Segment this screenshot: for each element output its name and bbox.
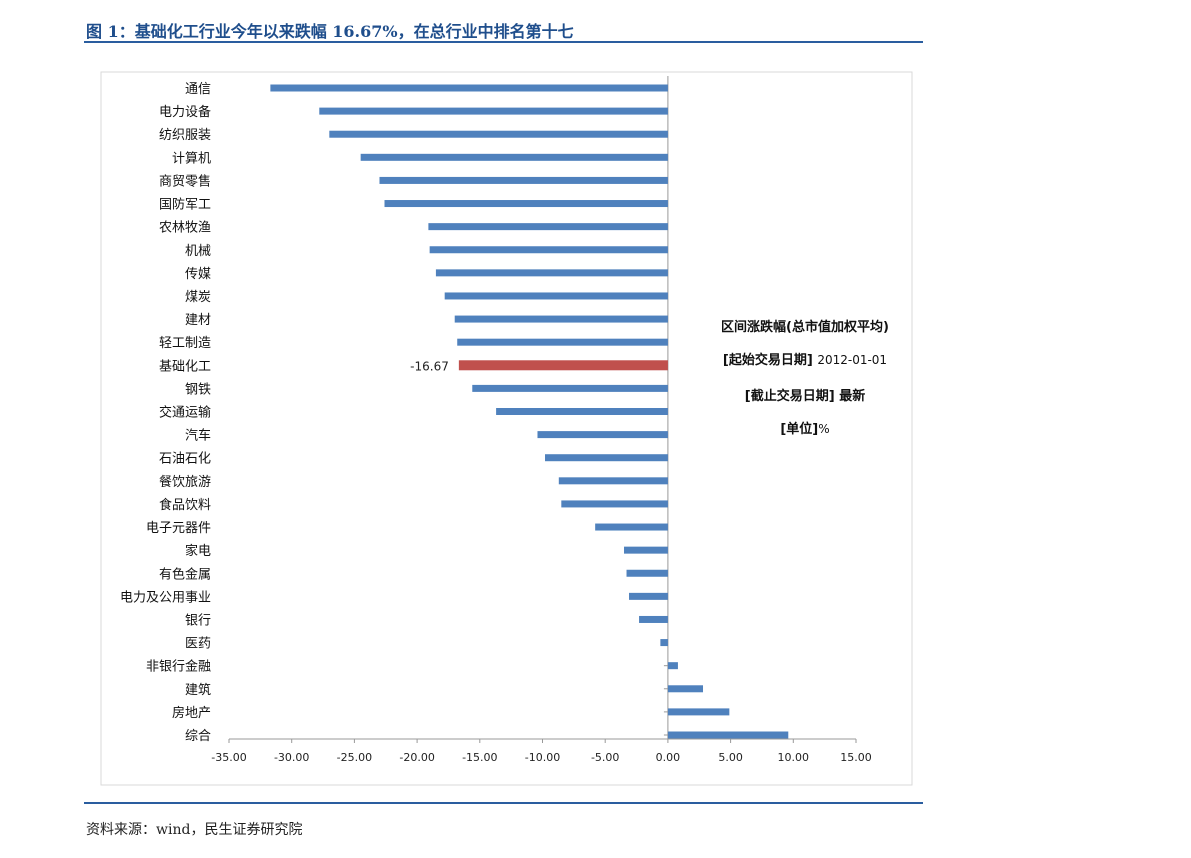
footer-divider (84, 802, 923, 804)
bar (384, 200, 668, 208)
bar (561, 500, 668, 508)
bar (496, 408, 668, 415)
bar (537, 431, 668, 439)
source-note: 资料来源：wind，民生证券研究院 (86, 822, 303, 838)
category-label: 钢铁 (185, 382, 211, 397)
category-label: 传媒 (185, 267, 211, 282)
category-label: 计算机 (172, 151, 211, 166)
bar (444, 292, 668, 300)
x-tick-label: 0.00 (656, 751, 681, 764)
title-divider (84, 41, 923, 43)
bar (472, 384, 668, 392)
bar (639, 615, 668, 623)
bar (558, 477, 668, 485)
category-label: 房地产 (172, 705, 211, 721)
annotation-start-value: 2012-01-01 (817, 353, 888, 367)
x-tick-label: -25.00 (337, 751, 372, 764)
category-label: 医药 (185, 637, 211, 652)
category-label: 纺织服装 (159, 128, 211, 143)
category-label: 有色金属 (159, 566, 211, 582)
bar (329, 130, 668, 138)
category-label: 国防军工 (159, 197, 211, 213)
annotation-line4: [单位]% (700, 418, 910, 437)
bar (545, 454, 668, 462)
x-tick-label: -20.00 (399, 751, 434, 764)
x-tick-label: -15.00 (462, 751, 497, 764)
category-label: 煤炭 (185, 290, 211, 305)
annotation-line2: [起始交易日期] 2012-01-01 (700, 349, 910, 368)
data-label: -16.67 (410, 359, 449, 373)
x-tick-label: 5.00 (718, 751, 743, 764)
bar (667, 685, 704, 693)
bar (626, 569, 668, 577)
bar (660, 639, 668, 647)
bar (319, 107, 668, 115)
x-tick-label: -5.00 (591, 751, 619, 764)
category-label: 通信 (185, 82, 211, 97)
category-label: 非银行金融 (146, 659, 211, 675)
bar (429, 246, 668, 254)
category-label: 食品饮料 (159, 497, 211, 513)
category-label: 建材 (185, 313, 211, 328)
category-label: 交通运输 (159, 405, 211, 421)
annotation-unit-value: % (818, 422, 830, 436)
figure-title: 图 1：基础化工行业今年以来跌幅 16.67%，在总行业中排名第十七 (86, 22, 574, 41)
category-label: 家电 (185, 543, 211, 559)
category-label: 电子元器件 (146, 521, 211, 536)
category-label: 汽车 (185, 428, 211, 444)
bar (379, 176, 668, 184)
bar (667, 731, 789, 739)
bar (428, 223, 668, 231)
category-label: 轻工制造 (159, 336, 211, 351)
x-tick-label: 10.00 (778, 751, 810, 764)
annotation-line1: 区间涨跌幅(总市值加权平均) (721, 320, 889, 335)
bar (360, 153, 668, 161)
category-label: 商贸零售 (159, 173, 211, 189)
bar (454, 315, 668, 323)
bar (595, 523, 668, 531)
x-tick-label: -10.00 (525, 751, 560, 764)
category-label: 机械 (185, 244, 211, 259)
bar (624, 546, 668, 554)
category-label: 综合 (185, 729, 211, 744)
bar (667, 708, 730, 716)
plot-frame (100, 71, 913, 786)
x-tick-label: -30.00 (274, 751, 309, 764)
x-tick-label: 15.00 (840, 751, 872, 764)
category-label: 电力设备 (159, 104, 211, 120)
annotation-end-label: [截止交易日期] (744, 389, 835, 404)
bar (435, 269, 668, 277)
bar (457, 338, 668, 346)
category-label: 农林牧渔 (159, 221, 211, 236)
category-label: 餐饮旅游 (159, 474, 211, 490)
annotation-line3: [截止交易日期] 最新 (700, 385, 910, 404)
category-label: 电力及公用事业 (120, 590, 211, 605)
category-label: 银行 (185, 613, 211, 628)
bar (629, 592, 668, 600)
bar (270, 84, 668, 92)
annotation-start-label: [起始交易日期] (722, 353, 813, 368)
annotation-unit-label: [单位] (780, 422, 819, 437)
bar (667, 662, 678, 670)
bar (458, 360, 668, 371)
category-label: 基础化工 (159, 359, 211, 374)
x-tick-label: -35.00 (211, 751, 246, 764)
annotation-end-value: 最新 (839, 389, 866, 404)
category-label: 建筑 (185, 682, 211, 698)
category-label: 石油石化 (159, 452, 211, 467)
